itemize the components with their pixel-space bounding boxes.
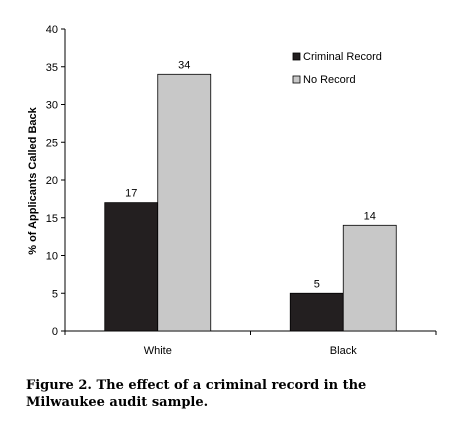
data-label: 17 <box>125 188 137 200</box>
legend-label: No Record <box>303 74 356 86</box>
data-label: 5 <box>314 278 320 290</box>
y-tick-label: 15 <box>46 213 58 225</box>
y-tick-label: 40 <box>46 24 58 36</box>
legend-swatch <box>292 75 301 84</box>
x-axis: White Black <box>64 330 437 357</box>
y-axis: 0 5 10 15 20 25 30 35 40 <box>46 24 66 338</box>
y-tick-label: 10 <box>46 251 58 263</box>
y-axis-title: % of Applicants Called Back <box>27 106 39 254</box>
y-tick-label: 30 <box>46 100 58 112</box>
legend-swatch <box>292 52 301 61</box>
y-tick-label: 35 <box>46 62 58 74</box>
data-label: 34 <box>178 59 190 71</box>
x-tick-label: White <box>144 345 172 357</box>
y-tick-label: 0 <box>52 326 58 338</box>
y-tick-label: 25 <box>46 137 58 149</box>
legend-label: Criminal Record <box>303 51 382 63</box>
y-tick-label: 20 <box>46 175 58 187</box>
figure-caption: Figure 2. The effect of a criminal recor… <box>26 378 367 410</box>
bar-white-criminal-record <box>104 202 159 332</box>
legend: Criminal Record No Record <box>292 51 382 86</box>
bar-white-no-record <box>157 73 212 332</box>
bar-black-no-record <box>342 224 397 332</box>
bar-black-criminal-record <box>289 292 344 332</box>
data-label: 14 <box>364 210 376 222</box>
bar-chart: 0 5 10 15 20 25 30 35 40 White Black 17 34 5 14 Crim… <box>27 24 437 357</box>
x-tick-label: Black <box>330 345 357 357</box>
y-tick-label: 5 <box>52 288 58 300</box>
data-labels: 17 34 5 14 <box>125 59 376 290</box>
bars <box>104 73 397 332</box>
